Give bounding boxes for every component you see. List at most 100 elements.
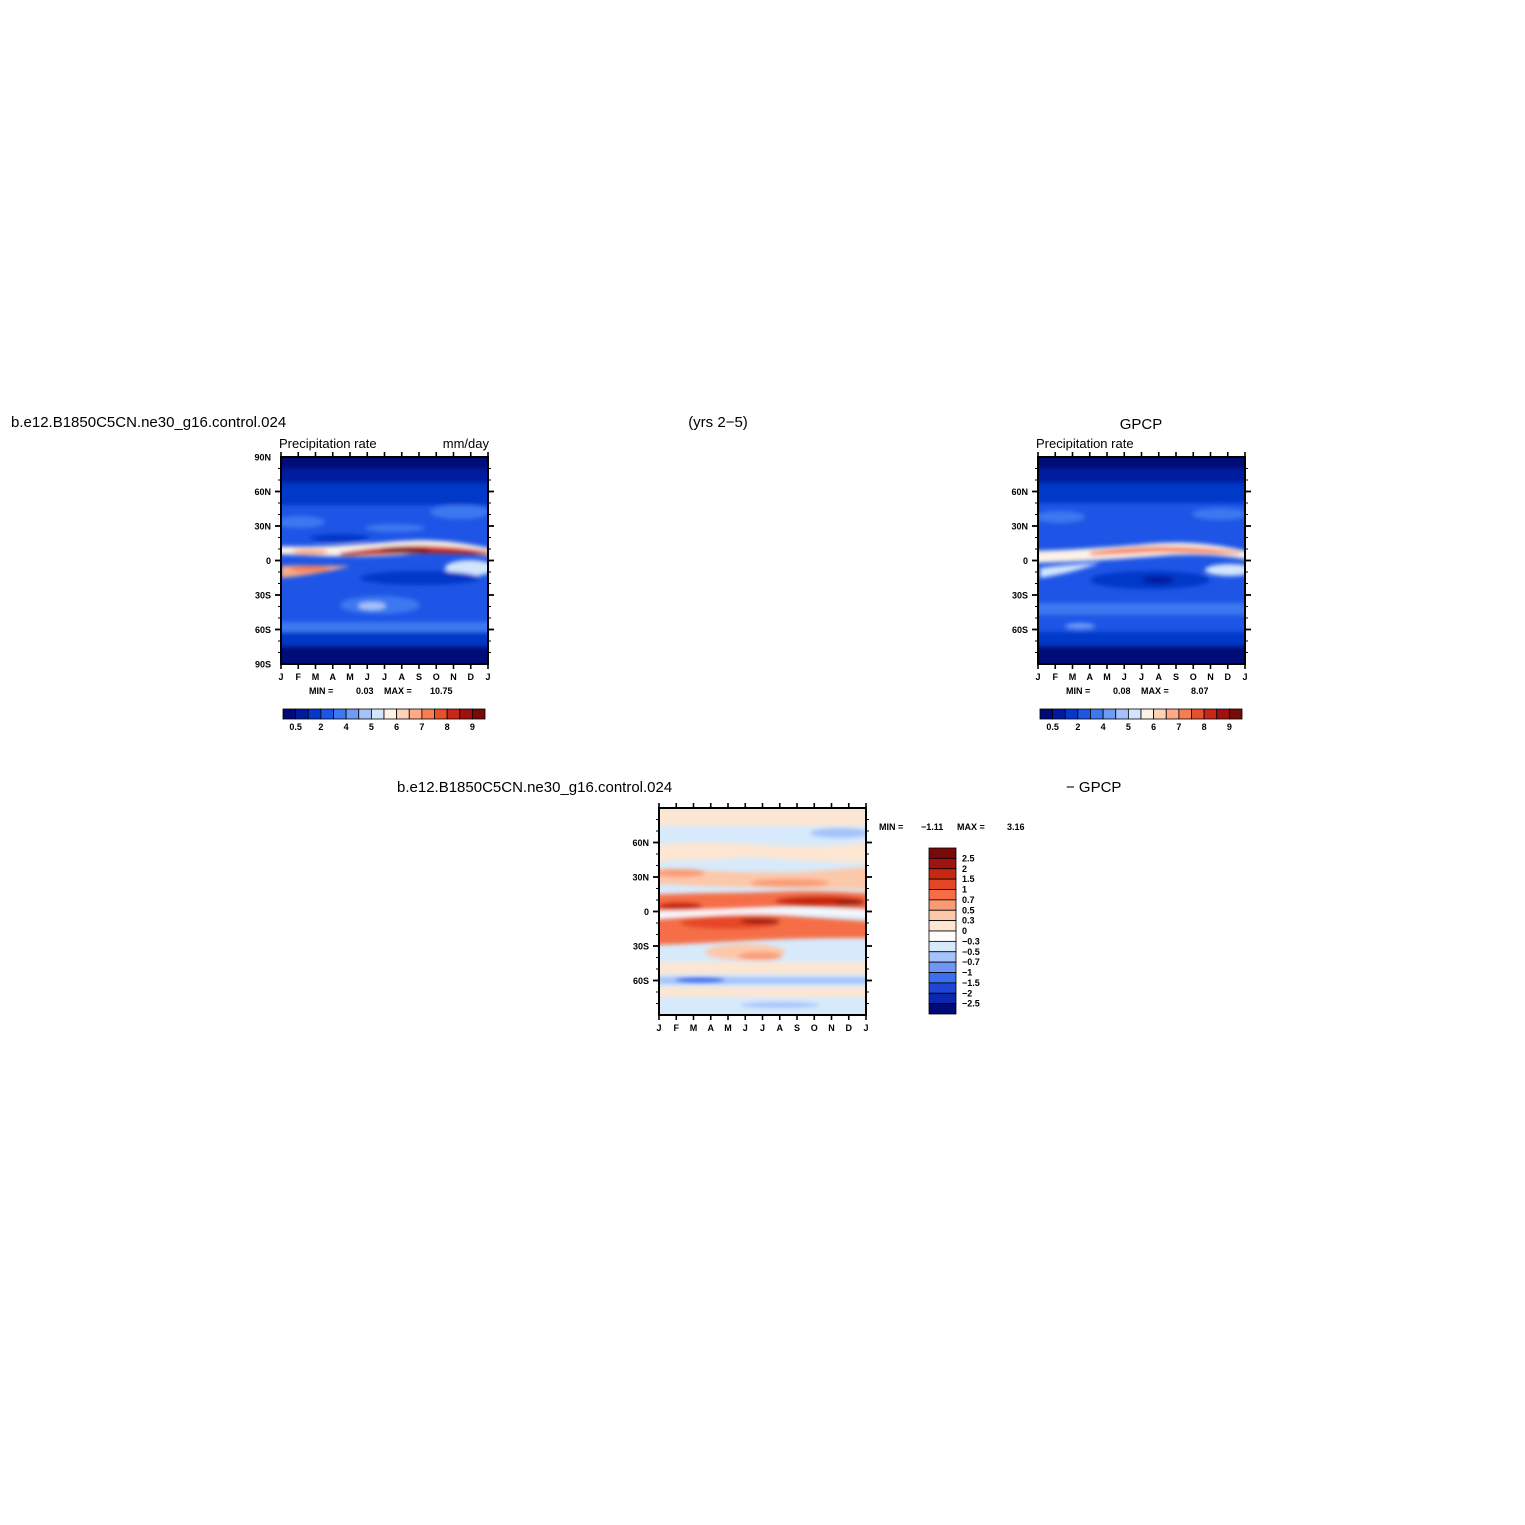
obs-colorbar-swatch [1165,708,1180,720]
obs-spcz-band [1040,563,1100,578]
model-y-tick-label: 0 [266,556,271,566]
model-y-tick-label: 30N [254,522,271,532]
diff-colorbar-label: −0.3 [962,936,980,946]
model-x-tick-label: J [485,672,490,682]
obs-colorbar-swatch [1228,708,1243,720]
diff-colorbar-label: −1.5 [962,978,980,988]
obs-colorbar-label: 8 [1202,722,1207,732]
model-colorbar-swatch [307,708,322,720]
diff-y-tick-label: 30S [633,942,649,952]
diff-minus-label: − GPCP [1066,779,1121,796]
model-patch-north-summer [365,524,425,532]
diff-colorbar-label: −2 [962,988,972,998]
diff-max-label: MAX = [957,822,985,832]
obs-y-tick-label: 60S [1012,625,1028,635]
model-y-tick-label: 90N [254,453,271,463]
model-colorbar-label: 9 [470,722,475,732]
model-colorbar-label: 0.5 [289,722,302,732]
obs-y-ticks: 60N 30N 0 30S 60S [1011,468,1251,653]
model-x-tick-label: J [382,672,387,682]
obs-colorbar-swatch [1127,708,1142,720]
model-dry-south [360,571,480,585]
diff-north-subtropics-core [750,879,830,887]
obs-colorbar-swatch [1077,708,1091,720]
diff-x-tick-label: O [811,1023,818,1033]
model-colorbar-swatch [459,708,473,720]
diff-x-tick-label: A [777,1023,784,1033]
diff-colorbar-swatch [928,961,957,973]
diff-min-label: MIN = [879,822,903,832]
diff-band-arctic [659,808,866,826]
obs-max-label: MAX = [1141,686,1169,696]
model-max-value: 10.75 [430,686,453,696]
model-x-tick-label: M [346,672,354,682]
obs-band-northmid [1038,483,1245,503]
obs-colorbar-label: 7 [1176,722,1181,732]
diff-antarctic-patch [740,1002,820,1008]
model-colorbar-swatch [358,708,372,720]
obs-y-tick-label: 30S [1012,591,1028,601]
obs-colorbar-swatch [1153,708,1167,720]
obs-colorbar-swatch [1216,708,1230,720]
diff-north-subtropics-jan [659,869,705,877]
obs-colorbar-swatch [1090,708,1104,720]
diff-y-tick-label: 0 [644,907,649,917]
obs-x-tick-label: M [1103,672,1111,682]
diff-colorbar-label: 1 [962,885,967,895]
model-colorbar-label: 8 [445,722,450,732]
model-colorbar-swatch [446,708,461,720]
diff-colorbar: 2.521.510.70.50.30−0.3−0.5−0.7−1−1.5−2−2… [928,847,980,1015]
diff-colorbar-label: −0.7 [962,957,980,967]
model-colorbar-swatch [345,708,360,720]
obs-x-tick-label: J [1139,672,1144,682]
diff-y-ticks: 60N 30N 0 30S 60S [632,819,872,1004]
obs-colorbar-swatch [1191,708,1205,720]
obs-title: GPCP [1120,416,1163,433]
diff-x-tick-label: N [828,1023,835,1033]
model-spcz-core [290,566,330,572]
model-band-subantarctic [281,632,488,646]
model-case-title: b.e12.B1850C5CN.ne30_g16.control.024 [11,414,286,431]
model-colorbar-swatch [421,708,435,720]
diff-colorbar-swatch [928,951,957,963]
model-x-tick-label: A [399,672,406,682]
obs-dry-south-core [1142,576,1174,584]
model-band-subarctic [281,469,488,483]
obs-x-tick-label: D [1225,672,1232,682]
model-band-northmid [281,483,488,505]
obs-x-tick-label: A [1156,672,1163,682]
model-itcz-jan [292,549,328,555]
diff-colorbar-swatch [928,909,957,922]
model-colorbar-swatch [408,708,423,720]
model-colorbar-label: 6 [394,722,399,732]
model-min-label: MIN = [309,686,333,696]
diff-colorbar-label: −2.5 [962,999,980,1009]
model-min-value: 0.03 [356,686,374,696]
model-x-tick-label: F [296,672,302,682]
obs-storm-track-north [1192,508,1245,520]
diff-x-tick-label: M [724,1023,732,1033]
obs-x-tick-label: O [1190,672,1197,682]
model-colorbar-label: 4 [344,722,349,732]
model-y-tick-label: 60N [254,487,271,497]
diff-colorbar-swatch [928,940,957,953]
diff-x-tick-label: M [690,1023,698,1033]
model-colorbar-label: 5 [369,722,374,732]
model-band-antarctic [281,646,488,664]
diff-colorbar-swatch [928,920,957,932]
diff-y-tick-label: 60N [632,838,649,848]
obs-colorbar-label: 5 [1126,722,1131,732]
obs-colorbar-label: 2 [1075,722,1080,732]
diff-colorbar-label: 2.5 [962,853,975,863]
model-x-tick-label: O [433,672,440,682]
obs-colorbar-swatch [1039,708,1054,720]
model-dry-north [310,534,370,542]
model-x-tick-label: S [416,672,422,682]
obs-x-tick-label: F [1053,672,1059,682]
obs-y-tick-label: 0 [1023,556,1028,566]
